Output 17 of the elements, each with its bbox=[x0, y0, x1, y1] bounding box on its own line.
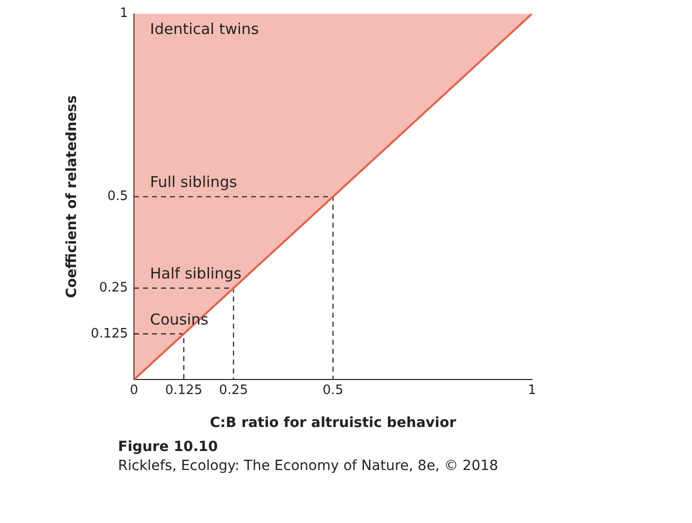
y-tick-label: 0.125 bbox=[90, 326, 128, 342]
x-tick-label: 1 bbox=[528, 382, 536, 398]
annotation: Full siblings bbox=[150, 173, 238, 192]
annotation: Half siblings bbox=[150, 264, 242, 283]
annotation: Cousins bbox=[150, 310, 209, 328]
text: Ricklefs, Ecology: The Economy of Nature, 8e, © 2018 bbox=[118, 457, 500, 476]
y-tick-label: 0.25 bbox=[99, 280, 128, 296]
x-tick-label: 0 bbox=[130, 382, 138, 398]
x-axis-title: C:B ratio for altruistic behavior bbox=[210, 415, 456, 432]
annotation: Identical twins bbox=[150, 20, 259, 38]
y-tick-label: 0.5 bbox=[107, 189, 128, 204]
y-tick-label: 1 bbox=[120, 6, 128, 22]
x-tick-label: 0.5 bbox=[322, 382, 344, 398]
caption: Figure 10.10 bbox=[118, 438, 219, 457]
x-tick-label: 0.25 bbox=[219, 382, 248, 398]
y-axis-title: Coefficient of relatedness bbox=[64, 95, 80, 298]
x-tick-label: 0.125 bbox=[165, 382, 202, 398]
